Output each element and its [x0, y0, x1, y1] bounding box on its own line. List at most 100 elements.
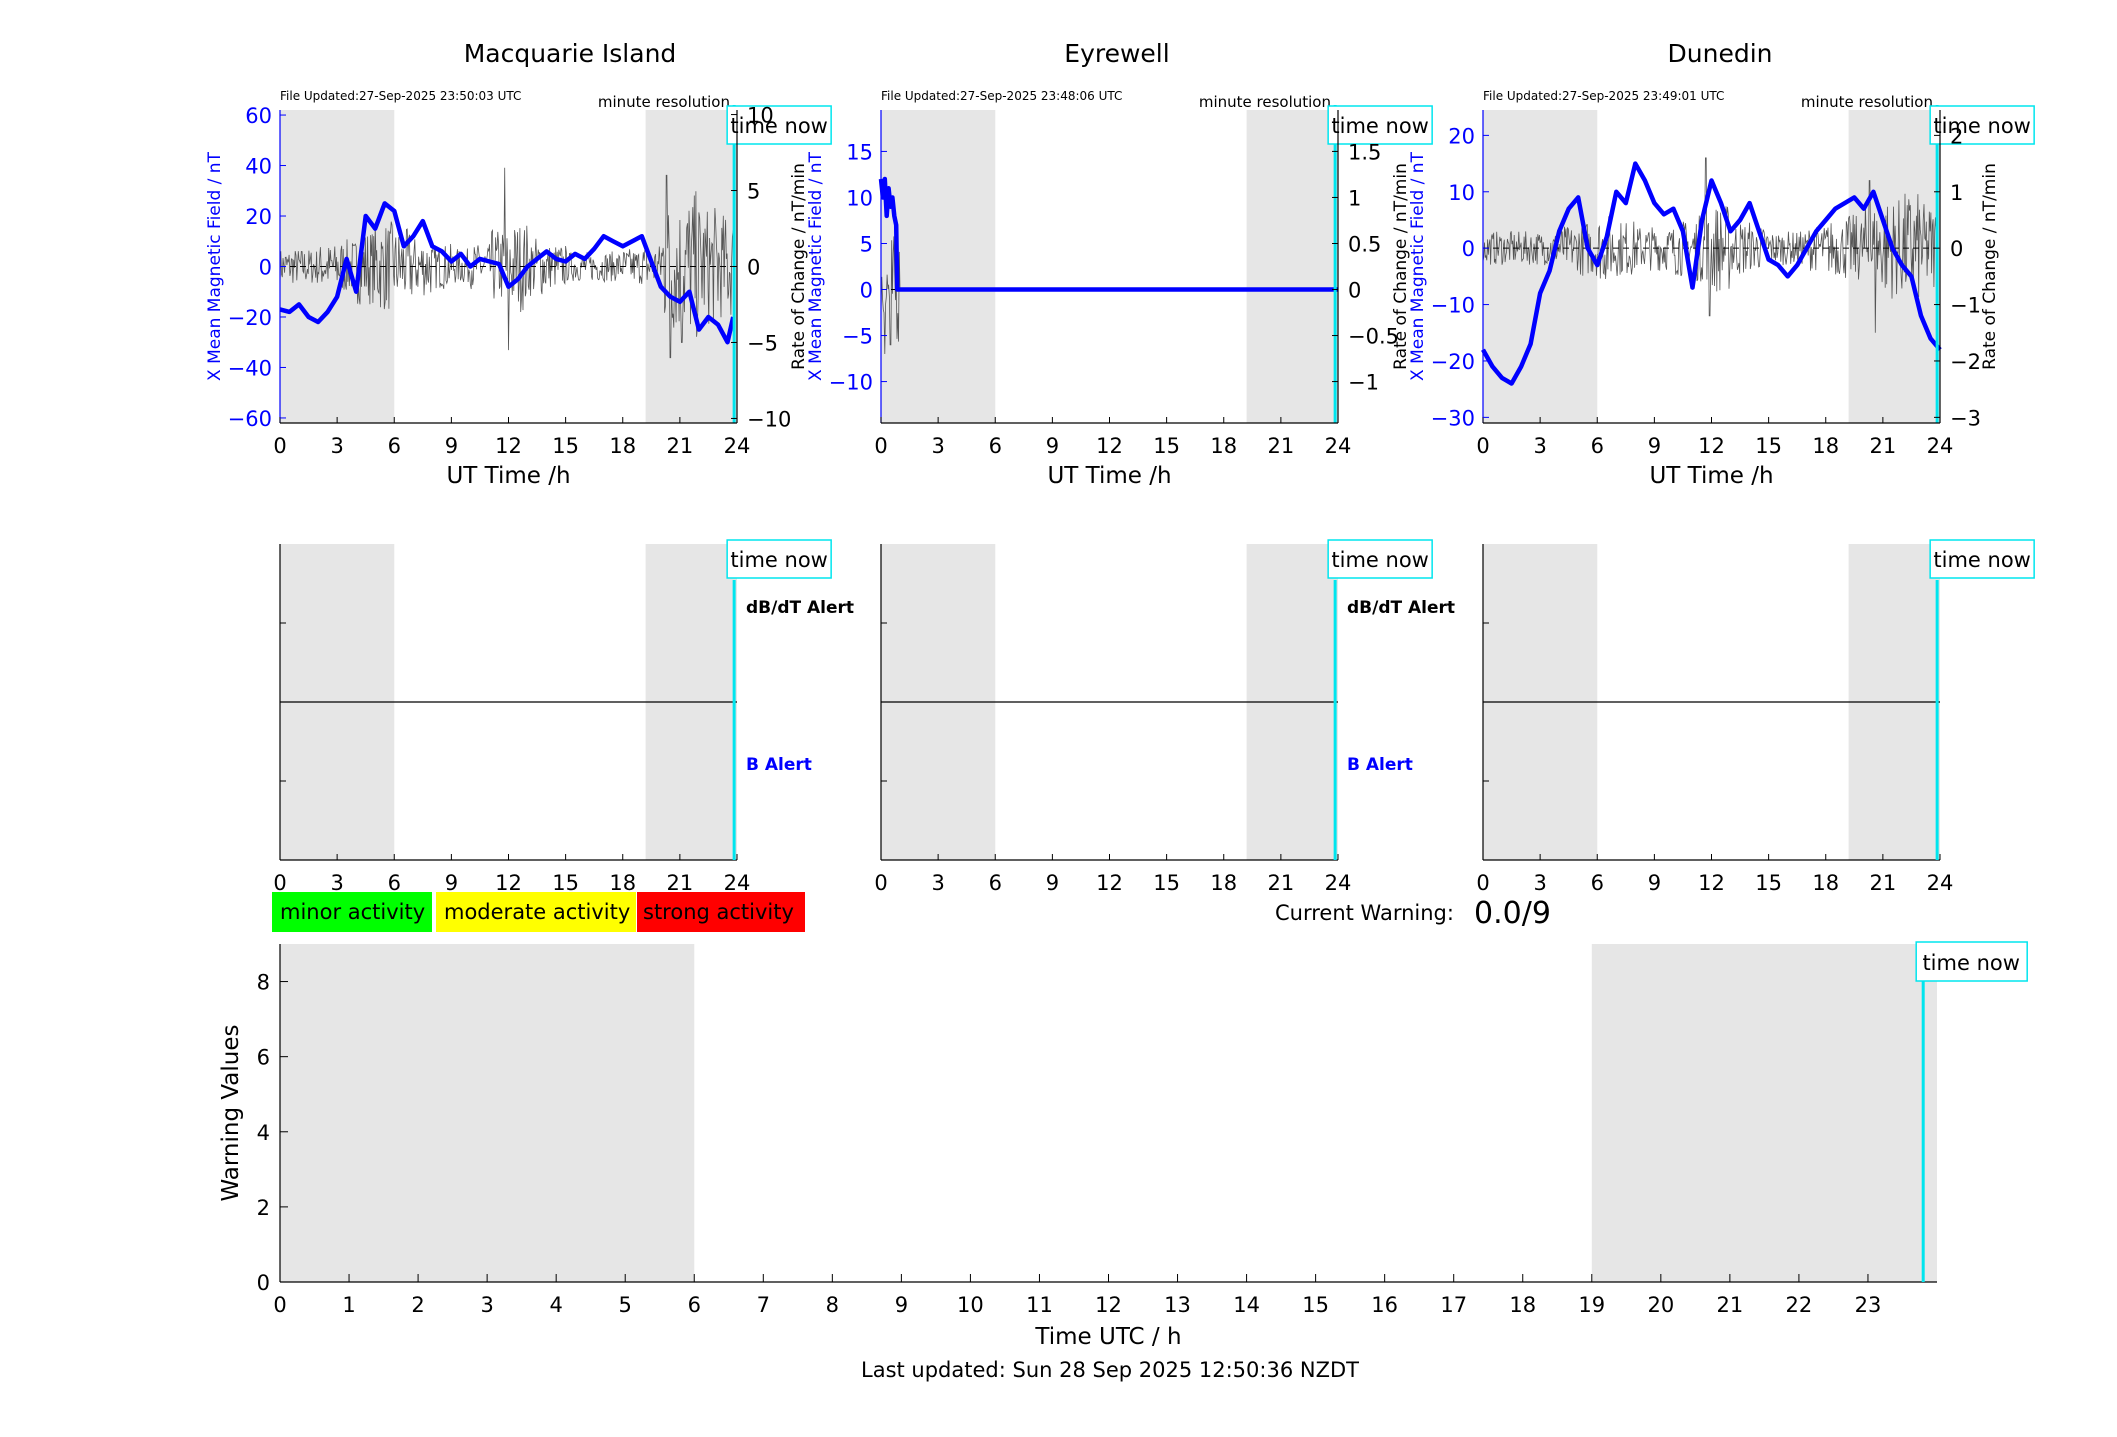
- x-tick-label: 15: [1153, 434, 1180, 458]
- warning-x-tick-label: 10: [957, 1293, 984, 1317]
- b-alert-label: B Alert: [1347, 755, 1413, 775]
- left-y-axis-label: X Mean Magnetic Field / nT: [806, 151, 826, 381]
- warning-y-axis-label: Warning Values: [218, 1024, 244, 1201]
- time-now-box: [1327, 105, 1433, 145]
- x-tick-label: 0: [874, 434, 887, 458]
- night-shade: [1246, 110, 1338, 423]
- warning-x-tick-label: 3: [480, 1293, 493, 1317]
- right-y-tick-label: 10: [747, 104, 774, 128]
- right-y-tick-label: −2: [1950, 350, 1981, 374]
- right-y-tick-label: −1: [1950, 294, 1981, 318]
- station-title: Dunedin: [1668, 39, 1773, 68]
- left-y-tick-label: 20: [245, 205, 272, 229]
- alert-x-tick-label: 18: [1210, 871, 1237, 895]
- warning-values-panel: 0 1 2 3 4 5 6 7 8 9 10 11 12 13 14 15 16 17 18 19 20 21 22 2302…: [218, 941, 2028, 1350]
- alert-time-now-label: time now: [1331, 548, 1428, 572]
- dbdt-alert-label: dB/dT Alert: [1347, 598, 1455, 618]
- warning-x-tick-label: 5: [619, 1293, 632, 1317]
- warning-x-tick-label: 14: [1233, 1293, 1260, 1317]
- x-tick-label: 15: [552, 434, 579, 458]
- resolution-label: minute resolution: [598, 93, 730, 111]
- warning-time-now-label: time now: [1922, 951, 2019, 975]
- warning-night-shade: [280, 944, 695, 1282]
- x-tick-label: 15: [1755, 434, 1782, 458]
- x-tick-label: 6: [989, 434, 1002, 458]
- left-y-tick-label: 15: [846, 140, 873, 164]
- alert-x-tick-label: 15: [552, 871, 579, 895]
- x-tick-label: 18: [1210, 434, 1237, 458]
- left-y-tick-label: 60: [245, 104, 272, 128]
- warning-x-tick-label: 18: [1509, 1293, 1536, 1317]
- warning-x-tick-label: 19: [1578, 1293, 1605, 1317]
- left-y-axis-label: X Mean Magnetic Field / nT: [205, 151, 225, 381]
- left-y-tick-label: 10: [846, 186, 873, 210]
- alert-x-tick-label: 12: [1698, 871, 1725, 895]
- alert-time-now-box: [1929, 539, 2035, 579]
- left-y-tick-label: 5: [860, 232, 873, 256]
- alert-time-now-label: time now: [1933, 548, 2030, 572]
- left-y-tick-label: −5: [842, 325, 873, 349]
- station-title: Eyrewell: [1064, 39, 1169, 68]
- dunedin-alert-panel: 0 3 6 9 12 15 18 21 24 time now: [1476, 539, 2035, 895]
- night-shade: [1483, 110, 1598, 423]
- left-y-tick-label: −10: [1431, 294, 1475, 318]
- x-tick-label: 12: [1698, 434, 1725, 458]
- alert-x-tick-label: 0: [273, 871, 286, 895]
- warning-x-tick-label: 7: [757, 1293, 770, 1317]
- x-tick-label: 12: [1096, 434, 1123, 458]
- alert-x-tick-label: 3: [1533, 871, 1546, 895]
- alert-x-tick-label: 24: [724, 871, 751, 895]
- alert-x-tick-label: 21: [1870, 871, 1897, 895]
- right-y-tick-label: 0.5: [1348, 232, 1381, 256]
- x-tick-label: 6: [1591, 434, 1604, 458]
- warning-y-tick-label: 2: [257, 1196, 270, 1220]
- alert-x-tick-label: 3: [931, 871, 944, 895]
- left-y-tick-label: 0: [1462, 237, 1475, 261]
- time-now-box: [1929, 105, 2035, 145]
- eyrewell-field-panel: Eyrewell File Updated:27-Sep-2025 23:48:0…: [789, 39, 1433, 489]
- magnetic-field-series: [279, 201, 736, 345]
- right-y-tick-label: 0: [747, 256, 760, 280]
- macquarie-alert-panel: 0 3 6 9 12 15 18 21 24 time now dB/dT Alert B Alert: [273, 539, 854, 895]
- legend-strong-swatch: [637, 892, 805, 932]
- left-roc-axis-label: Rate of Change / nT/min: [789, 163, 809, 370]
- alert-x-tick-label: 9: [1046, 871, 1059, 895]
- dbdt-alert-label: dB/dT Alert: [746, 598, 854, 618]
- right-y-tick-label: 0: [1950, 237, 1963, 261]
- legend-moderate-swatch: [436, 892, 636, 932]
- warning-x-tick-label: 8: [826, 1293, 839, 1317]
- left-y-tick-label: 20: [1448, 124, 1475, 148]
- left-y-tick-label: 40: [245, 155, 272, 179]
- x-tick-label: 9: [1648, 434, 1661, 458]
- left-y-tick-label: 0: [860, 279, 873, 303]
- right-y-tick-label: 0: [1348, 279, 1361, 303]
- time-now-box: [726, 105, 832, 145]
- current-warning-label: Current Warning:: [1275, 901, 1454, 925]
- x-tick-label: 0: [273, 434, 286, 458]
- magnetic-field-series: [1481, 161, 1942, 386]
- resolution-label: minute resolution: [1199, 93, 1331, 111]
- alert-x-tick-label: 18: [1812, 871, 1839, 895]
- left-y-tick-label: 0: [259, 256, 272, 280]
- warning-x-tick-label: 17: [1440, 1293, 1467, 1317]
- alert-x-tick-label: 6: [388, 871, 401, 895]
- right-y-tick-label: −5: [747, 331, 778, 355]
- station-title: Macquarie Island: [464, 39, 677, 68]
- b-alert-label: B Alert: [746, 755, 812, 775]
- warning-x-tick-label: 11: [1026, 1293, 1053, 1317]
- left-y-tick-label: −30: [1431, 406, 1475, 430]
- alert-x-tick-label: 9: [445, 871, 458, 895]
- warning-x-tick-label: 6: [688, 1293, 701, 1317]
- warning-y-tick-label: 8: [257, 971, 270, 995]
- right-y-tick-label: 1: [1950, 181, 1963, 205]
- file-updated-label: File Updated:27-Sep-2025 23:49:01 UTC: [1483, 89, 1724, 103]
- warning-x-tick-label: 16: [1371, 1293, 1398, 1317]
- warning-x-axis-label: Time UTC / h: [1034, 1324, 1181, 1350]
- alert-x-tick-label: 12: [495, 871, 522, 895]
- alert-x-tick-label: 6: [989, 871, 1002, 895]
- rate-of-change-trace: [1482, 157, 1938, 333]
- x-tick-label: 0: [1476, 434, 1489, 458]
- warning-x-tick-label: 4: [549, 1293, 562, 1317]
- time-now-label: time now: [1331, 114, 1428, 138]
- left-y-axis-label: X Mean Magnetic Field / nT: [1408, 151, 1428, 381]
